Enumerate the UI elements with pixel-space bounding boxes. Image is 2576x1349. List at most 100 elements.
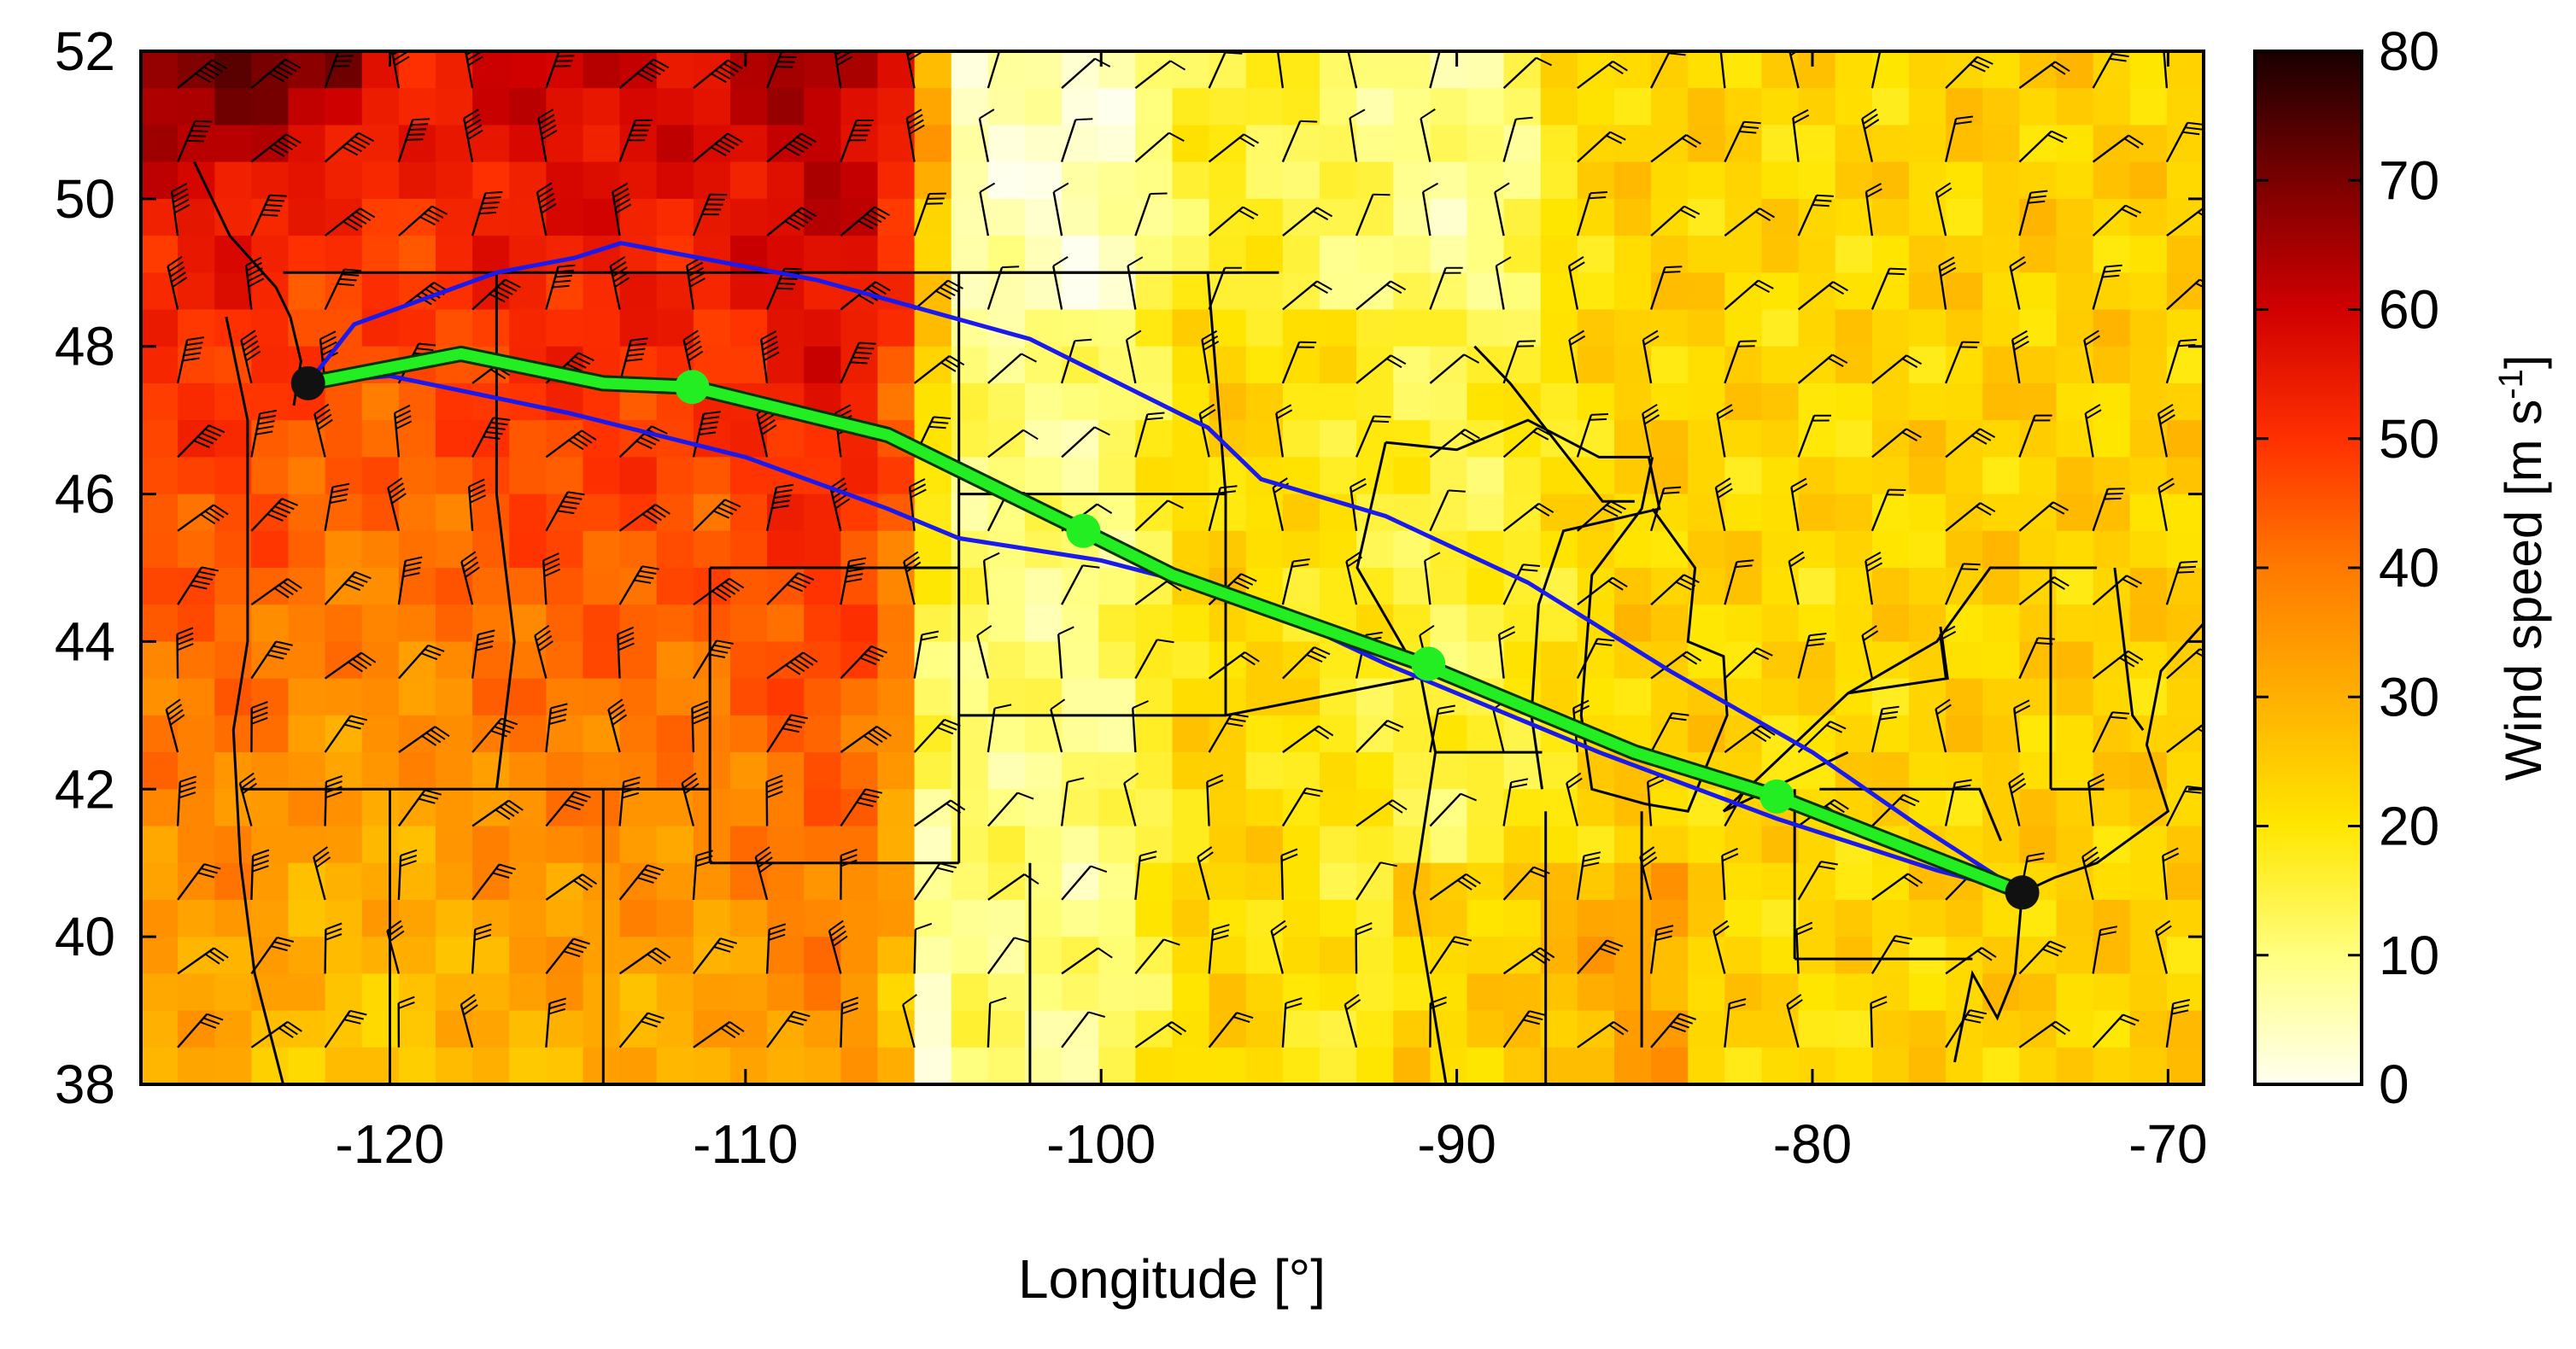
heatmap-cell bbox=[2019, 420, 2057, 458]
heatmap-cell bbox=[1393, 604, 1431, 642]
heatmap-cell bbox=[2057, 457, 2094, 494]
heatmap-cell bbox=[1098, 826, 1136, 864]
heatmap-cell bbox=[1614, 88, 1652, 126]
heatmap-cell bbox=[1724, 383, 1762, 421]
heatmap-cell bbox=[951, 715, 989, 753]
x-tick-label: -110 bbox=[693, 1113, 798, 1175]
heatmap-cell bbox=[289, 679, 326, 716]
heatmap-cell bbox=[1872, 604, 1910, 642]
heatmap-cell bbox=[730, 199, 768, 237]
heatmap-cell bbox=[289, 900, 326, 937]
heatmap-cell bbox=[1504, 1011, 1542, 1048]
heatmap-cell bbox=[1651, 863, 1689, 901]
heatmap-cell bbox=[1467, 1048, 1505, 1085]
heatmap-cell bbox=[472, 88, 510, 126]
heatmap-cell bbox=[1688, 383, 1725, 421]
heatmap-cell bbox=[509, 88, 547, 126]
heatmap-cell bbox=[2057, 272, 2094, 310]
heatmap-cell bbox=[804, 973, 841, 1011]
heatmap-cell bbox=[2057, 1011, 2094, 1048]
heatmap-cell bbox=[1688, 347, 1725, 384]
heatmap-cell bbox=[878, 789, 916, 826]
heatmap-cell bbox=[1393, 51, 1431, 89]
heatmap-cell bbox=[1835, 715, 1873, 753]
heatmap-cell bbox=[657, 162, 694, 200]
colorbar-label-main: Wind speed [m s bbox=[2495, 400, 2552, 781]
heatmap-cell bbox=[1430, 457, 1467, 494]
heatmap-cell bbox=[1320, 752, 1357, 790]
heatmap-cell bbox=[472, 457, 510, 494]
heatmap-cell bbox=[1872, 51, 1910, 89]
heatmap-cell bbox=[1098, 199, 1136, 237]
heatmap-cell bbox=[1982, 826, 2020, 864]
heatmap-cell bbox=[1098, 51, 1136, 89]
heatmap-cell bbox=[325, 900, 363, 937]
heatmap-cell bbox=[1062, 715, 1099, 753]
heatmap-cell bbox=[657, 826, 694, 864]
heatmap-cell bbox=[436, 310, 473, 347]
heatmap-cell bbox=[289, 457, 326, 494]
heatmap-cell bbox=[2057, 88, 2094, 126]
heatmap-cell bbox=[767, 347, 805, 384]
heatmap-cell bbox=[1209, 679, 1247, 716]
heatmap-cell bbox=[1688, 1048, 1725, 1085]
heatmap-cell bbox=[2093, 531, 2131, 569]
heatmap-cell bbox=[878, 88, 916, 126]
heatmap-cell bbox=[1173, 383, 1210, 421]
heatmap-cell bbox=[1062, 641, 1099, 679]
heatmap-cell bbox=[988, 973, 1026, 1011]
heatmap-cell bbox=[1025, 88, 1063, 126]
heatmap-cell bbox=[804, 88, 841, 126]
heatmap-cell bbox=[583, 1011, 621, 1048]
heatmap-cell bbox=[1246, 641, 1284, 679]
heatmap-cell bbox=[1430, 568, 1467, 605]
heatmap-cell bbox=[289, 236, 326, 273]
heatmap-cell bbox=[694, 1048, 731, 1085]
heatmap-cell bbox=[1356, 973, 1394, 1011]
heatmap-cell bbox=[1541, 494, 1578, 532]
heatmap-cell bbox=[1173, 604, 1210, 642]
heatmap-cell bbox=[1614, 162, 1652, 200]
heatmap-cell bbox=[325, 1048, 363, 1085]
heatmap-cell bbox=[178, 383, 215, 421]
heatmap-cell bbox=[1173, 973, 1210, 1011]
x-tick-label: -90 bbox=[1417, 1113, 1496, 1175]
heatmap-cell bbox=[1651, 162, 1689, 200]
heatmap-cell bbox=[289, 641, 326, 679]
colorbar-tick-label: 80 bbox=[2379, 20, 2439, 82]
heatmap-cell bbox=[472, 51, 510, 89]
heatmap-cell bbox=[694, 900, 731, 937]
heatmap-cell bbox=[399, 1011, 436, 1048]
heatmap-cell bbox=[1724, 604, 1762, 642]
heatmap-cell bbox=[251, 1048, 289, 1085]
heatmap-cell bbox=[325, 162, 363, 200]
heatmap-cell bbox=[436, 236, 473, 273]
heatmap-cell bbox=[1173, 457, 1210, 494]
heatmap-cell bbox=[951, 789, 989, 826]
heatmap-cell bbox=[878, 310, 916, 347]
heatmap-cell bbox=[399, 789, 436, 826]
heatmap-cell bbox=[325, 531, 363, 569]
heatmap-cell bbox=[1799, 125, 1836, 162]
heatmap-cell bbox=[1578, 347, 1615, 384]
heatmap-cell bbox=[2057, 236, 2094, 273]
heatmap-cell bbox=[2167, 1048, 2204, 1085]
heatmap-cell bbox=[2057, 973, 2094, 1011]
heatmap-cell bbox=[1872, 236, 1910, 273]
heatmap-cell bbox=[546, 494, 583, 532]
heatmap-cell bbox=[694, 457, 731, 494]
heatmap-cell bbox=[509, 494, 547, 532]
heatmap-cell bbox=[362, 973, 400, 1011]
heatmap-cell bbox=[1799, 88, 1836, 126]
heatmap-cell bbox=[1025, 679, 1063, 716]
heatmap-cell bbox=[2130, 752, 2168, 790]
heatmap-cell bbox=[1982, 641, 2020, 679]
heatmap-cell bbox=[325, 604, 363, 642]
heatmap-cell bbox=[878, 863, 916, 901]
heatmap-cell bbox=[1467, 494, 1505, 532]
heatmap-cell bbox=[2130, 125, 2168, 162]
heatmap-cell bbox=[141, 1011, 179, 1048]
heatmap-cell bbox=[1467, 125, 1505, 162]
heatmap-cell bbox=[1246, 236, 1284, 273]
